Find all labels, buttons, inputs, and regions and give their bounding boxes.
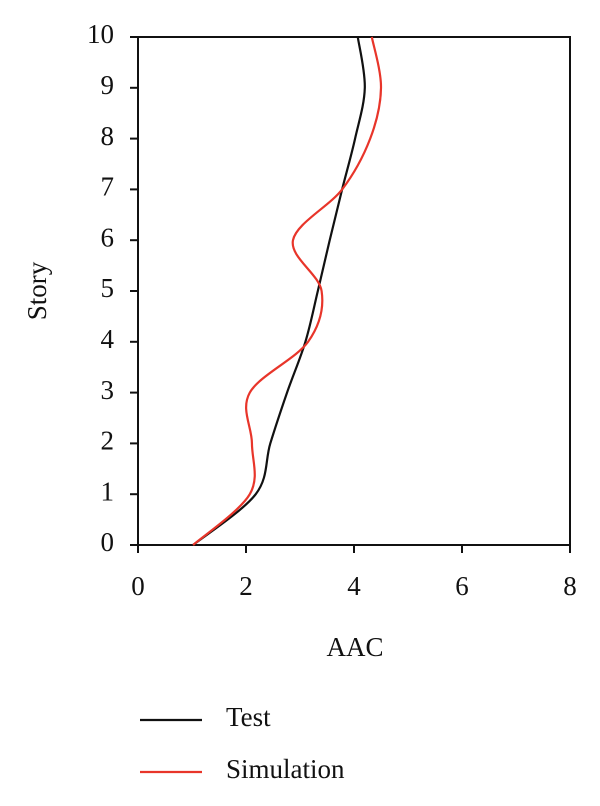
- x-tick-label: 0: [131, 571, 145, 601]
- y-tick-label: 5: [101, 273, 115, 303]
- series-line: [192, 36, 383, 546]
- legend-label: Test: [226, 702, 271, 732]
- y-tick-label: 10: [87, 19, 114, 49]
- y-tick-label: 1: [101, 476, 115, 506]
- y-tick-label: 8: [101, 121, 115, 151]
- y-tick-label: 9: [101, 70, 115, 100]
- x-tick-label: 8: [563, 571, 577, 601]
- y-tick-label: 3: [101, 375, 115, 405]
- series-line: [192, 36, 366, 546]
- x-tick-label: 2: [239, 571, 253, 601]
- y-tick-label: 0: [101, 527, 115, 557]
- y-tick-label: 6: [101, 222, 115, 252]
- x-tick-label: 6: [455, 571, 469, 601]
- y-axis-label: Story: [22, 261, 52, 320]
- x-axis-label: AAC: [326, 632, 383, 662]
- y-tick-label: 2: [101, 426, 115, 456]
- y-tick-label: 7: [101, 172, 115, 202]
- y-tick-label: 4: [101, 324, 115, 354]
- plot-frame: [137, 36, 571, 546]
- legend-label: Simulation: [226, 754, 345, 784]
- x-tick-label: 4: [347, 571, 361, 601]
